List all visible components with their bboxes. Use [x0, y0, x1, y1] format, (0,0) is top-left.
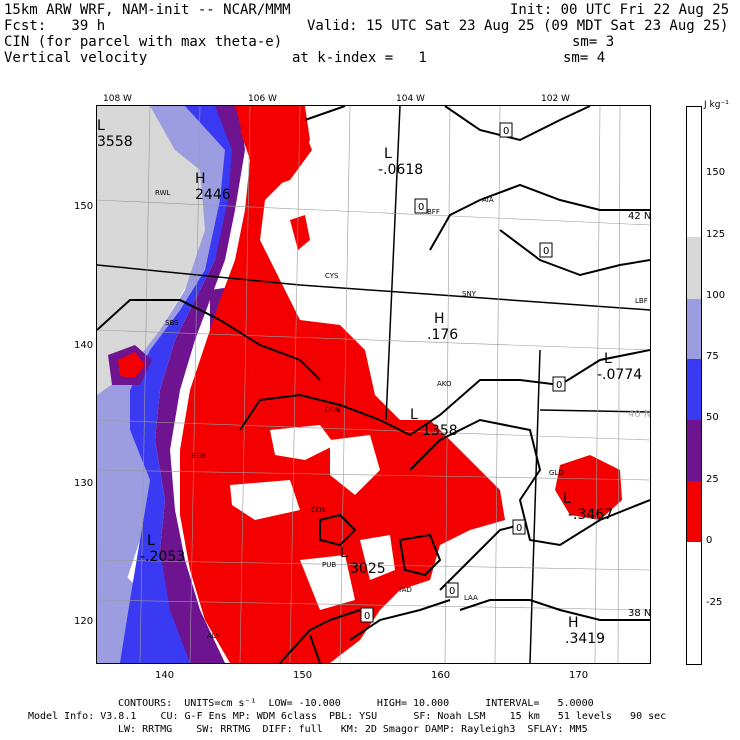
lat-label-38n: 38 N [628, 608, 650, 619]
extrema-value: .176 [427, 327, 458, 343]
zero-label: 0 [543, 246, 549, 257]
station-label: TAD [397, 586, 412, 594]
map-canvas: 0 0 0 0 0 0 0 RWL CYS AIA SNY LBF BFF SB… [97, 106, 650, 663]
extrema-value: -.3467 [568, 507, 613, 523]
colorbar-swatch-75 [687, 359, 701, 420]
extrema-value: 3025 [350, 561, 386, 577]
extrema-value: .3419 [565, 631, 605, 647]
lon-label-106w: 106 W [248, 94, 277, 104]
contour-field-title: Vertical velocity [4, 50, 148, 66]
model-info: Model Info: V3.8.1 CU: G-F Ens MP: WDM 6… [28, 711, 667, 722]
colorbar-swatch-50 [687, 420, 701, 481]
y-tick: 150 [74, 201, 94, 212]
colorbar-label: 100 [706, 290, 726, 301]
extrema-kind: L [97, 118, 105, 134]
y-tick: 140 [74, 340, 94, 351]
station-label: EGE [192, 452, 206, 460]
lon-label-104w: 104 W [396, 94, 425, 104]
zero-label: 0 [516, 523, 522, 534]
station-label: BFF [427, 208, 440, 216]
extrema-value: -.2053 [140, 549, 185, 565]
zero-label: 0 [556, 380, 562, 391]
lon-label-102w: 102 W [541, 94, 570, 104]
colorbar-swatch-100 [687, 299, 701, 359]
station-label: LAA [464, 594, 478, 602]
extrema-value: -.0618 [378, 162, 423, 178]
extrema-kind: H [434, 311, 445, 327]
colorbar [686, 106, 702, 665]
extrema-value: -.0774 [597, 367, 642, 383]
station-label: SNY [462, 290, 477, 298]
station-label: COS [311, 506, 326, 514]
colorbar-label: 150 [706, 167, 726, 178]
zero-label: 0 [449, 586, 455, 597]
colorbar-swatch-25 [687, 481, 701, 542]
extrema-kind: L [604, 351, 612, 367]
field-smoothing: sm= 3 [572, 34, 615, 50]
extrema-kind: L [340, 545, 348, 561]
lat-labels: 42 N 40 N 38 N [628, 211, 650, 619]
station-label: AIA [482, 196, 494, 204]
station-label: CYS [325, 272, 339, 280]
extrema-value: 2446 [195, 187, 231, 203]
station-label: DEN [325, 406, 340, 414]
extrema-kind: L [410, 407, 418, 423]
model-title: 15km ARW WRF, NAM-init -- NCAR/MMM [4, 2, 291, 18]
colorbar-label: 50 [706, 412, 719, 423]
velocity-contours [97, 106, 650, 663]
extrema-markers: L 3558 H 2446 L -.0618 H .176 L -.0774 L… [97, 118, 642, 647]
x-tick: 160 [431, 670, 451, 681]
colorbar-label: -25 [706, 597, 723, 608]
station-label: RWL [155, 189, 171, 197]
y-tick: 130 [74, 478, 94, 489]
station-label: SBS [165, 319, 179, 327]
x-tick: 140 [155, 670, 175, 681]
colorbar-unit: J kg⁻¹ [704, 100, 729, 110]
extrema-kind: L [147, 533, 155, 549]
extrema-kind: L [563, 491, 571, 507]
model-physics: LW: RRTMG SW: RRTMG DIFF: full KM: 2D Sm… [118, 724, 588, 735]
valid-time: Valid: 15 UTC Sat 23 Aug 25 (09 MDT Sat … [307, 18, 729, 34]
zero-label: 0 [418, 202, 424, 213]
colorbar-label: 0 [706, 535, 713, 546]
zero-contour-text: 0 0 0 0 0 0 0 [364, 126, 562, 622]
state-borders [97, 106, 650, 663]
extrema-kind: H [568, 615, 579, 631]
contour-info: CONTOURS: UNITS=cm s⁻¹ LOW= -10.000 HIGH… [118, 698, 594, 709]
forecast-hour: Fcst: 39 h [4, 18, 106, 34]
field-title: CIN (for parcel with max theta-e) [4, 34, 283, 50]
init-time: Init: 00 UTC Fri 22 Aug 25 [510, 2, 730, 18]
k-index: at k-index = 1 [292, 50, 427, 66]
zero-label: 0 [503, 126, 509, 137]
x-tick: 170 [569, 670, 589, 681]
map-plot: 0 0 0 0 0 0 0 RWL CYS AIA SNY LBF BFF SB… [97, 106, 650, 663]
county-lines [97, 106, 650, 663]
colorbar-label: 125 [706, 229, 726, 240]
extrema-kind: H [195, 171, 206, 187]
lat-label-42n: 42 N [628, 211, 650, 222]
station-label: AKO [437, 380, 452, 388]
lat-label-40n: 40 N [628, 409, 650, 420]
colorbar-swatch-125 [687, 237, 701, 299]
station-label: GLD [549, 469, 564, 477]
y-tick: 120 [74, 616, 94, 627]
extrema-kind: L [384, 146, 392, 162]
station-label: LBF [635, 297, 648, 305]
extrema-value: 3558 [97, 134, 133, 150]
shading-blue [120, 106, 240, 663]
extrema-value: 1358 [422, 423, 458, 439]
shading-red [118, 106, 622, 663]
station-label: ALS [207, 632, 221, 640]
zero-contour-labels [360, 122, 566, 623]
station-label: PUB [322, 561, 336, 569]
colorbar-label: 25 [706, 474, 719, 485]
zero-label: 0 [364, 611, 370, 622]
station-labels: RWL CYS AIA SNY LBF BFF SBS AKO DEN GLD … [155, 189, 648, 640]
x-tick: 150 [293, 670, 313, 681]
contour-smoothing: sm= 4 [563, 50, 606, 66]
colorbar-label: 75 [706, 351, 719, 362]
lon-label-108w: 108 W [103, 94, 132, 104]
